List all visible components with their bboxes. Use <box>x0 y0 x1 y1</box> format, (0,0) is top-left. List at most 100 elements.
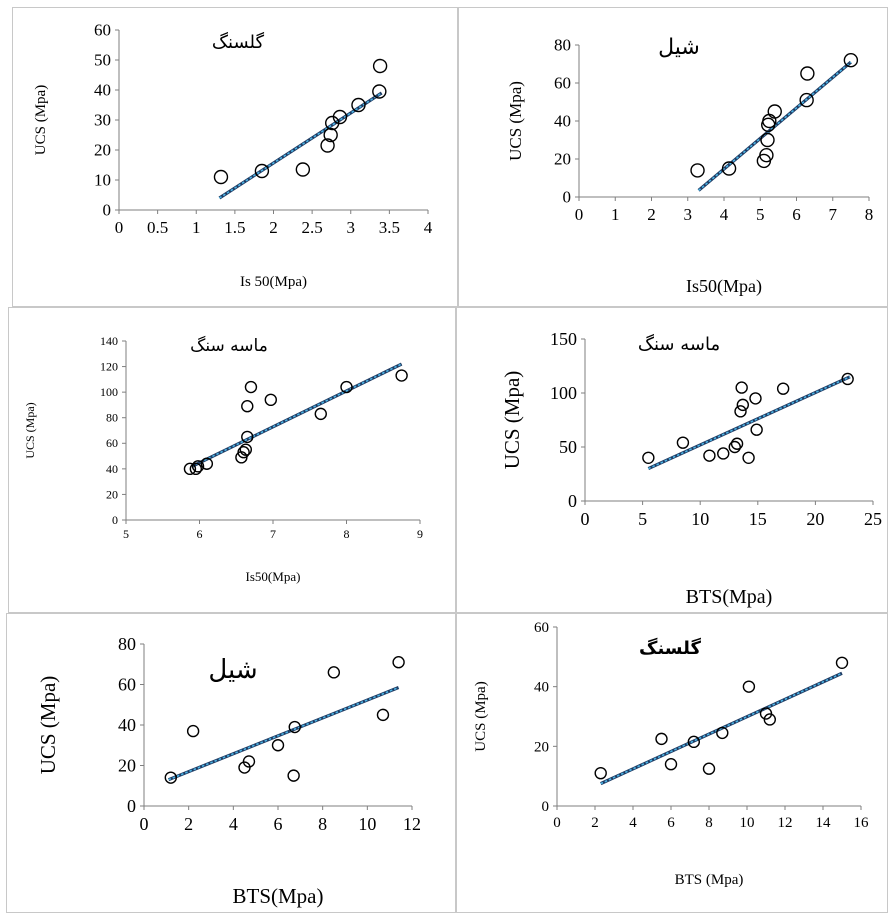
data-point <box>351 97 366 113</box>
chart-title: شیل <box>658 35 700 60</box>
chart-svg: 0 50 100 150 0 5 10 15 20 25 ماسه سنگ BTS(Mpa) UCS (… <box>500 329 882 608</box>
x-tick-label: 0 <box>115 218 124 237</box>
chart-panel-5: 0 20 40 60 80 0 2 4 6 8 10 12 شیل BTS(Mpa) UCS (Mpa) <box>6 613 456 913</box>
data-point <box>734 405 747 418</box>
data-point <box>760 132 775 148</box>
data-point <box>242 755 256 768</box>
x-axis-label: Is50(Mpa) <box>686 276 762 297</box>
y-axis-label: UCS (Mpa) <box>36 676 60 775</box>
y-axis-label: UCS (Mpa) <box>23 402 37 458</box>
x-tick-label: 1 <box>611 205 620 224</box>
data-point <box>200 457 214 470</box>
x-tick-label: 3 <box>347 218 356 237</box>
data-point <box>642 451 655 465</box>
x-tick-label: 9 <box>417 527 423 541</box>
y-tick-label: 20 <box>118 755 136 775</box>
y-tick-label: 100 <box>100 385 118 399</box>
x-tick-label: 15 <box>749 509 767 529</box>
x-tick-label: 8 <box>705 815 713 831</box>
y-tick-label: 40 <box>534 680 549 696</box>
data-point <box>655 732 668 746</box>
data-point <box>189 462 203 476</box>
chart-title: شیل <box>208 655 257 685</box>
x-tick-label: 5 <box>638 509 647 529</box>
data-point <box>244 380 258 394</box>
y-tick-label: 120 <box>100 360 118 374</box>
x-tick-label: 2 <box>647 205 656 224</box>
data-point <box>372 58 388 74</box>
y-tick-label: 60 <box>94 21 111 40</box>
x-tick-label: 0 <box>553 815 561 831</box>
y-tick-label: 80 <box>118 634 136 654</box>
chart-svg: 0 20 40 60 80 100 120 140 5 6 7 8 9 ماسه سنگ Is50(Mpa)… <box>23 334 423 584</box>
data-point <box>799 92 814 108</box>
x-tick-label: 7 <box>270 527 276 541</box>
y-tick-label: 100 <box>550 383 577 403</box>
data-point <box>717 447 730 460</box>
y-tick-label: 60 <box>534 620 549 636</box>
y-tick-label: 20 <box>106 487 118 501</box>
data-point <box>742 680 756 693</box>
data-point <box>664 758 678 771</box>
data-point <box>843 53 859 68</box>
x-tick-label: 6 <box>792 205 801 224</box>
chart-title: ماسه سنگ <box>638 333 720 355</box>
data-point <box>594 766 607 780</box>
data-point <box>237 446 250 459</box>
data-point <box>376 708 390 722</box>
y-tick-label: 0 <box>568 491 577 511</box>
chart-svg: 0 20 40 60 80 0 1 2 3 4 5 6 7 8 شیل Is50(Mpa) UCS (Mpa) <box>506 35 873 297</box>
x-tick-label: 0 <box>140 814 149 834</box>
data-point <box>730 437 744 450</box>
x-tick-label: 5 <box>756 205 765 224</box>
data-point <box>186 724 200 738</box>
x-tick-label: 8 <box>344 527 350 541</box>
data-point <box>295 162 311 177</box>
x-tick-label: 10 <box>740 815 755 831</box>
x-tick-label: 1.5 <box>224 218 245 237</box>
trendline-dash <box>168 686 399 781</box>
data-point <box>164 771 178 784</box>
data-point <box>767 104 782 119</box>
x-tick-label: 2 <box>269 218 278 237</box>
x-tick-label: 12 <box>778 815 793 831</box>
data-point <box>736 398 750 412</box>
data-point <box>749 392 762 405</box>
x-axis-label: Is50(Mpa) <box>246 569 301 584</box>
chart-svg: 0 20 40 60 0 2 4 6 8 10 12 14 16 گلسنگ BTS (Mpa) UCS (M… <box>473 620 869 888</box>
data-point <box>687 735 701 749</box>
y-tick-label: 0 <box>112 513 118 527</box>
x-tick-label: 5 <box>123 527 129 541</box>
data-point <box>372 84 387 99</box>
data-point <box>759 147 774 163</box>
data-point <box>703 449 716 462</box>
x-axis-label: Is 50(Mpa) <box>240 274 307 290</box>
y-axis-label: UCS (Mpa) <box>33 85 49 155</box>
x-tick-label: 10 <box>358 814 376 834</box>
x-tick-label: 4 <box>229 814 238 834</box>
y-tick-label: 40 <box>106 462 118 476</box>
chart-title: ماسه سنگ <box>190 335 268 356</box>
y-axis-label: UCS (Mpa) <box>506 81 525 161</box>
data-point <box>395 369 408 382</box>
data-point <box>721 161 737 176</box>
data-point <box>183 462 197 476</box>
x-tick-label: 0 <box>575 205 584 224</box>
chart-panel-4: 0 50 100 150 0 5 10 15 20 25 ماسه سنگ BTS(Mpa) UCS (… <box>456 307 888 613</box>
y-tick-label: 0 <box>103 201 112 220</box>
chart-title: گلسنگ <box>639 637 701 659</box>
trendline-dash <box>648 376 851 470</box>
y-tick-label: 50 <box>94 51 111 70</box>
data-point <box>702 762 716 775</box>
y-tick-label: 60 <box>106 436 118 450</box>
data-point <box>264 393 277 407</box>
data-point <box>314 407 327 421</box>
y-tick-label: 80 <box>554 36 571 55</box>
chart-title: گلسنگ <box>212 31 265 53</box>
x-tick-label: 2 <box>184 814 193 834</box>
data-point <box>676 436 690 449</box>
x-tick-label: 20 <box>806 509 824 529</box>
x-tick-label: 6 <box>667 815 675 831</box>
y-tick-label: 30 <box>94 111 111 130</box>
chart-panel-6: 0 20 40 60 0 2 4 6 8 10 12 14 16 گلسنگ BTS (Mpa) UCS (M… <box>456 613 888 913</box>
